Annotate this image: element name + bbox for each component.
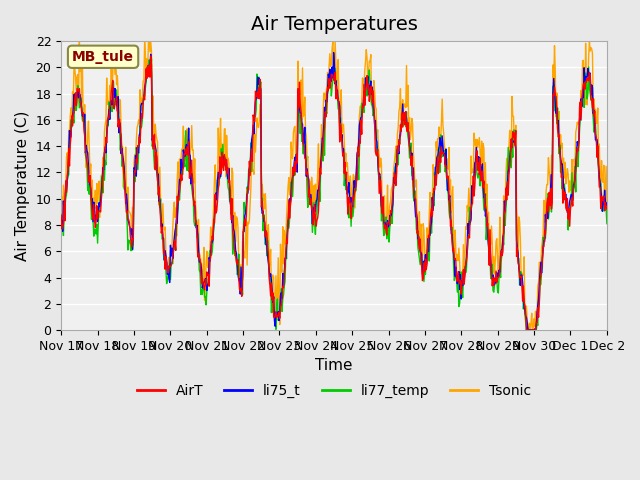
Text: MB_tule: MB_tule — [72, 50, 134, 64]
Legend: AirT, li75_t, li77_temp, Tsonic: AirT, li75_t, li77_temp, Tsonic — [131, 379, 537, 404]
Y-axis label: Air Temperature (C): Air Temperature (C) — [15, 110, 30, 261]
Title: Air Temperatures: Air Temperatures — [251, 15, 417, 34]
X-axis label: Time: Time — [316, 359, 353, 373]
